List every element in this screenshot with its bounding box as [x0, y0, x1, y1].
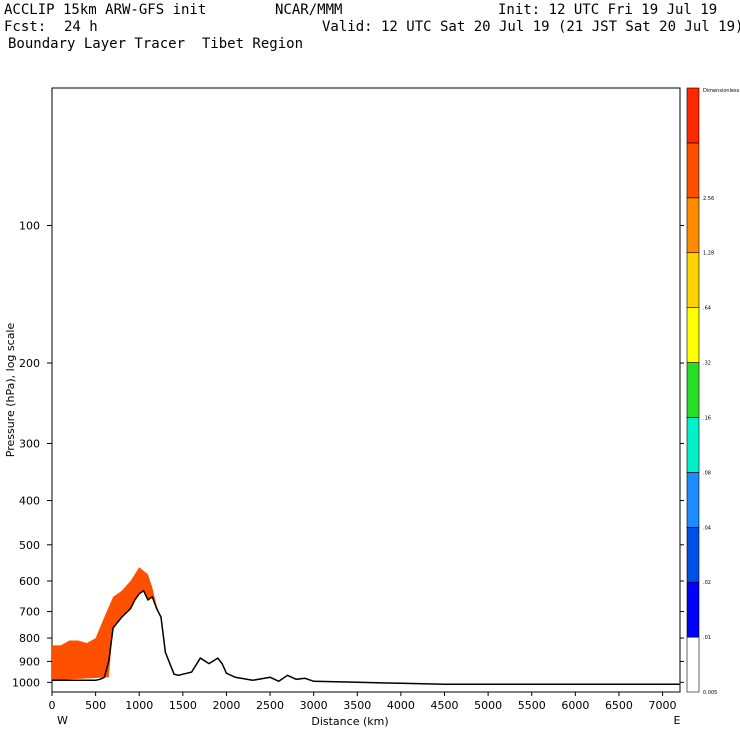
east-label: E: [674, 714, 681, 727]
forecast-value: 24 h: [64, 19, 98, 35]
colorbar-swatch: [686, 636, 700, 693]
model-title: ACCLIP 15km ARW-GFS init: [4, 2, 207, 18]
colorbar-swatch: [686, 142, 700, 199]
plot-frame: [51, 87, 681, 693]
y-tick-label: 900: [19, 655, 40, 668]
x-tick-label: 1500: [169, 699, 197, 712]
terrain-line: [52, 589, 680, 686]
y-tick-label: 500: [19, 539, 40, 552]
terrain-profile: [52, 589, 680, 686]
colorbar-swatch: [686, 472, 700, 528]
y-axis-label: Pressure (hPa), log scale: [4, 323, 17, 458]
colorbar-label: 0.005: [703, 690, 717, 696]
colorbar-label: 1.28: [703, 251, 714, 257]
colorbar-label: .01: [703, 635, 711, 641]
valid-time: Valid: 12 UTC Sat 20 Jul 19 (21 JST Sat …: [322, 19, 740, 35]
colorbar-label: Dimensionless: [703, 88, 740, 94]
x-tick-label: 4500: [431, 699, 459, 712]
x-tick-label: 2500: [256, 699, 284, 712]
init-time: Init: 12 UTC Fri 19 Jul 19: [498, 2, 718, 18]
colorbar-label: .02: [703, 580, 711, 586]
colorbar-swatch: [686, 252, 700, 308]
colorbar: 0.005 .01 .02 .04 .08 .16 .32 .64 1.28 2.56 Dimens…: [686, 87, 740, 696]
colorbar-swatch: [686, 581, 700, 638]
x-tick-label: 5500: [518, 699, 546, 712]
x-axis-label: Distance (km): [311, 715, 388, 728]
west-label: W: [57, 714, 68, 727]
colorbar-swatch: [686, 197, 700, 254]
x-tick-label: 3500: [343, 699, 371, 712]
colorbar-swatch: [686, 526, 700, 583]
y-tick-label: 400: [19, 495, 40, 508]
chart-title: Boundary Layer Tracer Tibet Region: [8, 36, 304, 52]
x-tick-label: 6000: [561, 699, 589, 712]
colorbar-swatch: [686, 362, 700, 418]
y-tick-label: 100: [19, 220, 40, 233]
colorbar-swatch: [686, 417, 700, 473]
x-axis: 0 500 1000 1500 2000 2500 3000 3500 4000 4500 5000…: [49, 692, 677, 712]
y-tick-label: 700: [19, 606, 40, 619]
x-tick-label: 6500: [605, 699, 633, 712]
colorbar-swatch: [686, 87, 700, 144]
x-tick-label: 1000: [125, 699, 153, 712]
colorbar-label: .16: [703, 415, 711, 421]
colorbar-swatch: [686, 307, 700, 363]
x-tick-label: 5000: [474, 699, 502, 712]
org-label: NCAR/MMM: [275, 2, 343, 18]
y-tick-label: 200: [19, 357, 40, 370]
y-tick-label: 800: [19, 632, 40, 645]
y-tick-label: 600: [19, 575, 40, 588]
colorbar-label: .32: [703, 361, 711, 367]
colorbar-label: .64: [703, 306, 711, 312]
x-tick-label: 500: [85, 699, 106, 712]
colorbar-label: .08: [703, 470, 711, 476]
x-tick-label: 7000: [649, 699, 677, 712]
x-tick-label: 4000: [387, 699, 415, 712]
x-tick-label: 2000: [212, 699, 240, 712]
y-tick-label: 1000: [12, 676, 40, 689]
x-tick-label: 3000: [300, 699, 328, 712]
forecast-label: Fcst:: [4, 19, 47, 35]
x-tick-label: 0: [49, 699, 56, 712]
y-tick-label: 300: [19, 437, 40, 450]
y-axis: 100 200 300 400 500 600 700 800 900 1000: [12, 220, 684, 689]
colorbar-label: .04: [703, 525, 711, 531]
colorbar-label: 2.56: [703, 196, 714, 202]
